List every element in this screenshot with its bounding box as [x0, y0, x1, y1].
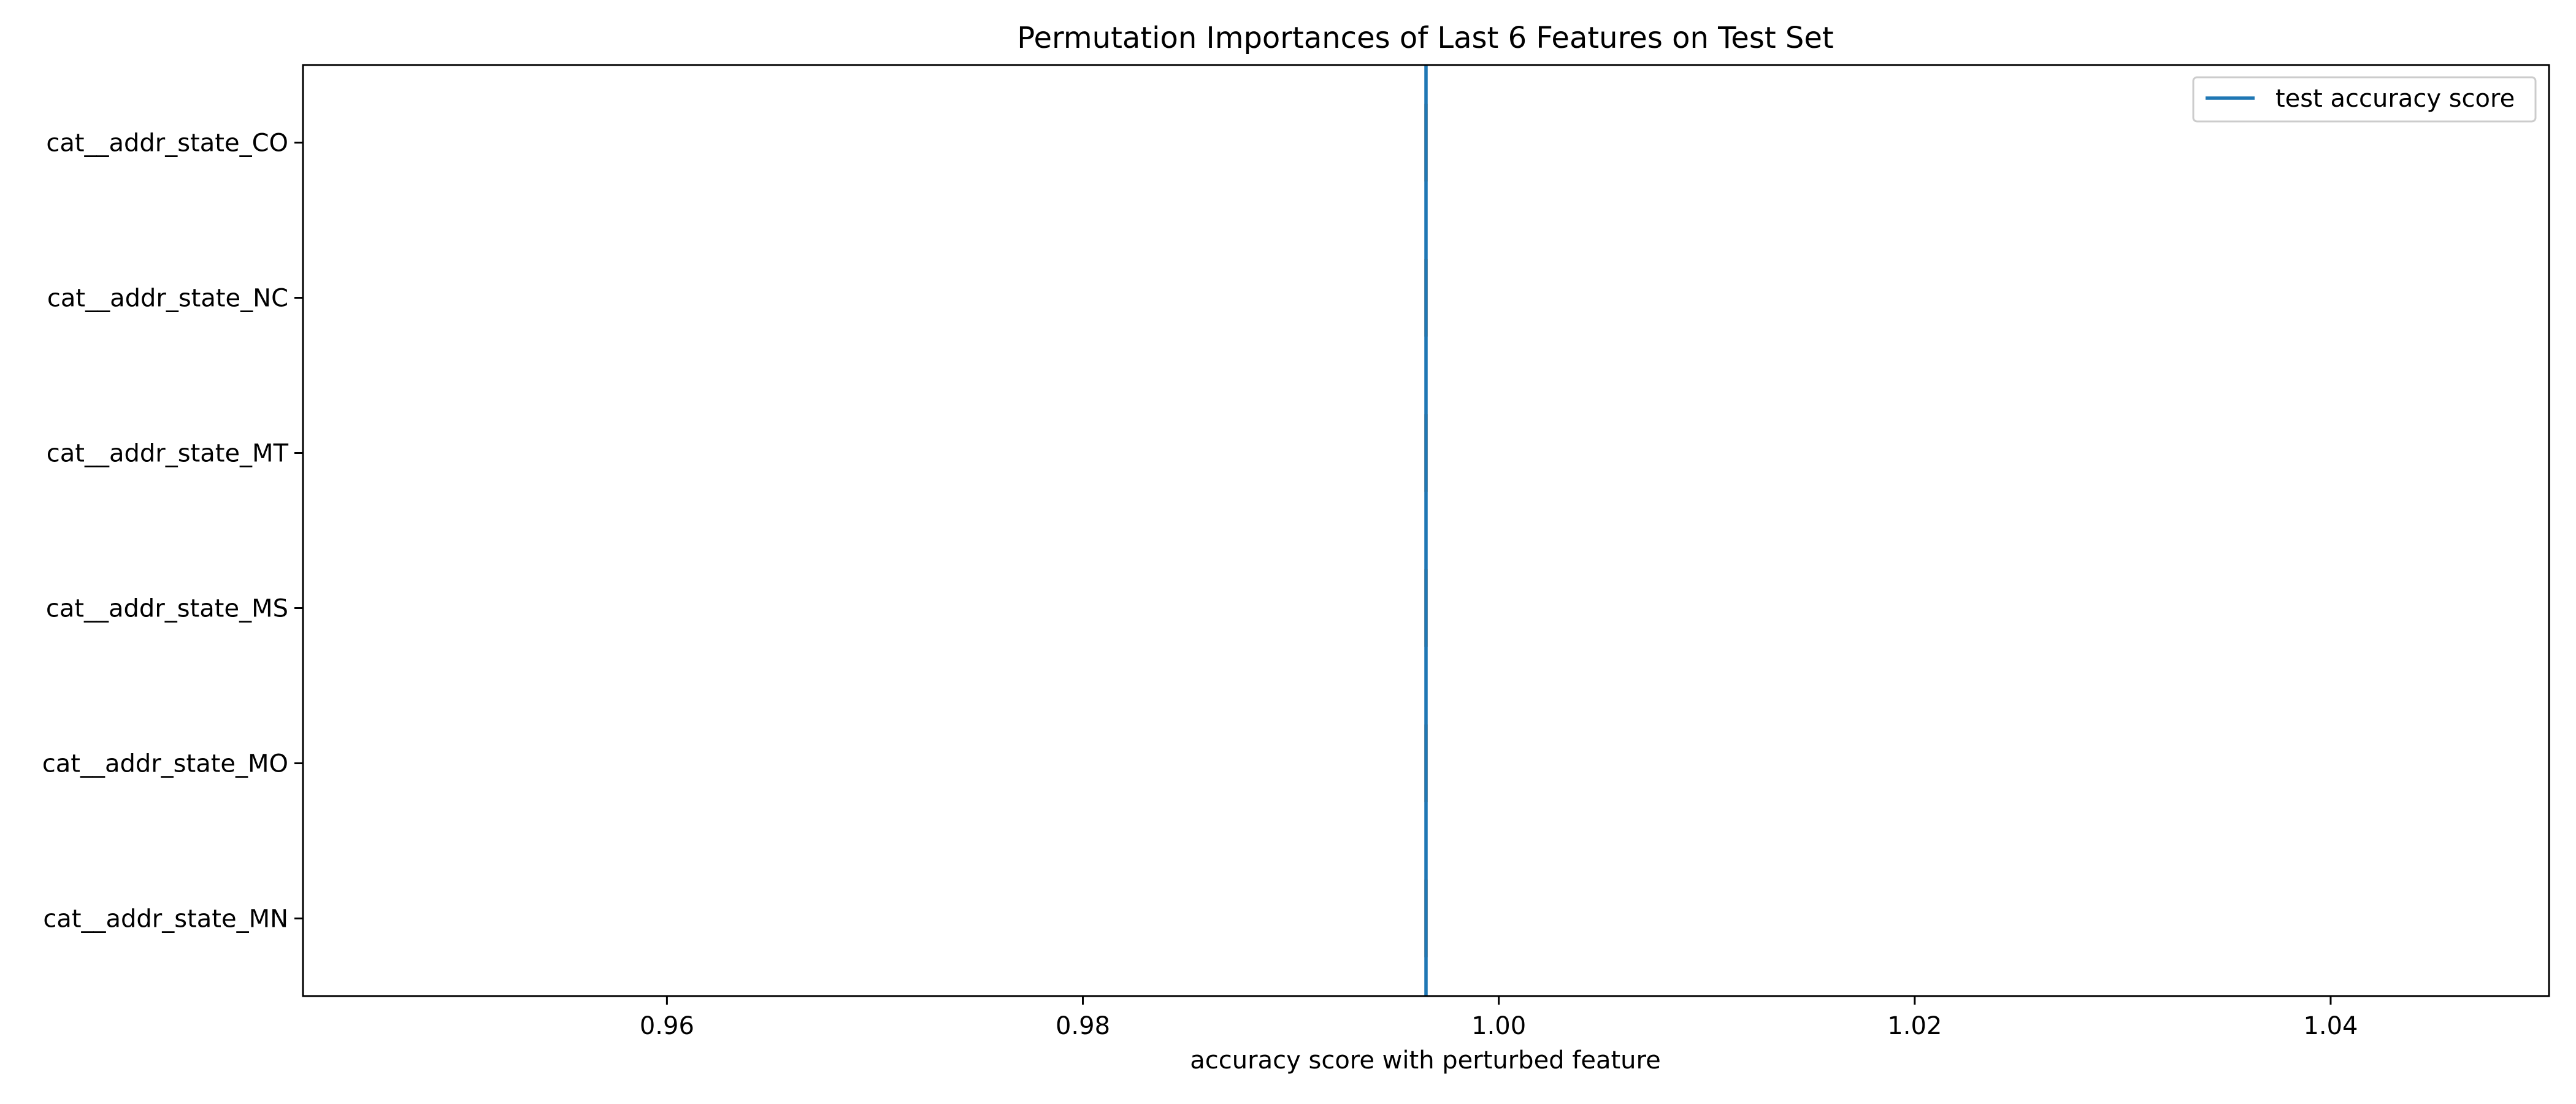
- y-tick-label: cat__addr_state_MS: [46, 595, 288, 623]
- x-tick-label: 0.98: [1056, 1012, 1110, 1040]
- plot-frame: [302, 64, 2550, 997]
- y-tick-label: cat__addr_state_MO: [42, 750, 288, 778]
- y-tick-label: cat__addr_state_MN: [43, 905, 288, 933]
- y-axis: cat__addr_state_CO cat__addr_state_NC cat_…: [42, 129, 303, 933]
- y-tick-label: cat__addr_state_NC: [47, 285, 288, 313]
- x-tick-label: 1.04: [2303, 1012, 2358, 1040]
- y-tick-label: cat__addr_state_CO: [46, 129, 288, 158]
- x-axis: 0.96 0.98 1.00 1.02 1.04: [640, 996, 2358, 1040]
- x-tick-label: 1.00: [1471, 1012, 1526, 1040]
- legend-label: test accuracy score: [2275, 85, 2515, 113]
- x-tick-label: 1.02: [1887, 1012, 1942, 1040]
- legend-box: [2192, 76, 2537, 123]
- x-tick-label: 0.96: [640, 1012, 694, 1040]
- legend: test accuracy score: [2192, 76, 2537, 123]
- x-axis-label: accuracy score with perturbed feature: [1190, 1046, 1660, 1075]
- y-tick-label: cat__addr_state_MT: [47, 440, 289, 468]
- chart-title: Permutation Importances of Last 6 Featur…: [1017, 21, 1833, 55]
